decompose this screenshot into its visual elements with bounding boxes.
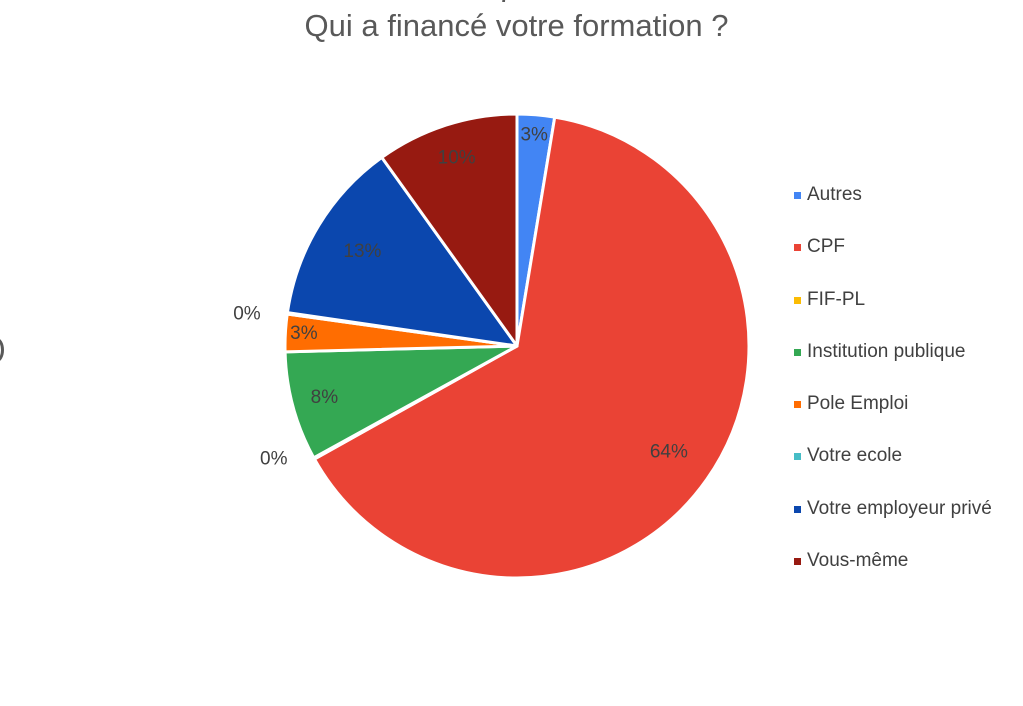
pie-slice-institution-publique bbox=[283, 344, 519, 460]
legend-item-fif-pl: FIF-PL bbox=[794, 289, 992, 341]
legend-label: Autres bbox=[807, 184, 862, 205]
legend-label: Pole Emploi bbox=[807, 393, 909, 415]
pie-slice-vous-m-me bbox=[380, 112, 519, 348]
legend-label: Votre ecole bbox=[807, 445, 903, 467]
legend-item-autres: Autres bbox=[794, 184, 992, 236]
legend-label: Votre employeur privé bbox=[807, 497, 992, 519]
legend-swatch bbox=[794, 348, 801, 356]
legend-swatch bbox=[794, 401, 801, 409]
legend-label: CPF bbox=[807, 236, 845, 258]
legend-swatch bbox=[794, 296, 801, 304]
data-label-cpf: 64% bbox=[650, 442, 688, 463]
legend-swatch bbox=[794, 453, 801, 461]
data-label-vous-m-me: 10% bbox=[438, 147, 476, 168]
legend-swatch bbox=[794, 558, 801, 566]
data-label-votre-ecole: 0% bbox=[233, 304, 261, 325]
legend-item-institution-publique: Institution publique bbox=[794, 341, 992, 393]
legend-item-vous-m-me: Vous-même bbox=[794, 550, 992, 602]
legend-swatch bbox=[794, 505, 801, 513]
legend-label: FIF-PL bbox=[807, 288, 866, 310]
legend-swatch bbox=[794, 244, 801, 252]
legend-item-votre-ecole: Votre ecole bbox=[794, 445, 992, 497]
pie-data-labels: 3% 64% 0% 8% 3% 0% 13% 10% bbox=[233, 125, 688, 470]
legend: Autres CPF FIF-PL Institution publique Pole … bbox=[794, 184, 992, 602]
data-label-pole-emploi: 3% bbox=[290, 323, 318, 344]
pie-slice-votre-employeur-priv- bbox=[285, 155, 519, 348]
legend-label: Vous-même bbox=[807, 550, 909, 572]
title-fragment: g bbox=[490, 0, 536, 2]
pie-slice-cpf bbox=[312, 115, 751, 580]
legend-item-votre-employeur-priv-: Votre employeur privé bbox=[794, 498, 992, 550]
legend-item-cpf: CPF bbox=[794, 236, 992, 288]
pie-slices bbox=[283, 112, 751, 580]
data-label-autres: 3% bbox=[520, 125, 548, 146]
legend-label: Institution publique bbox=[807, 340, 966, 362]
legend-swatch bbox=[794, 192, 801, 199]
chart-title: Qui a financé votre formation ? bbox=[304, 8, 729, 43]
data-label-fif-pl: 0% bbox=[260, 449, 288, 470]
data-label-institution-publique: 8% bbox=[311, 387, 339, 408]
data-label-votre-employeur-priv-: 13% bbox=[343, 241, 381, 262]
legend-item-pole-emploi: Pole Emploi bbox=[794, 393, 992, 445]
